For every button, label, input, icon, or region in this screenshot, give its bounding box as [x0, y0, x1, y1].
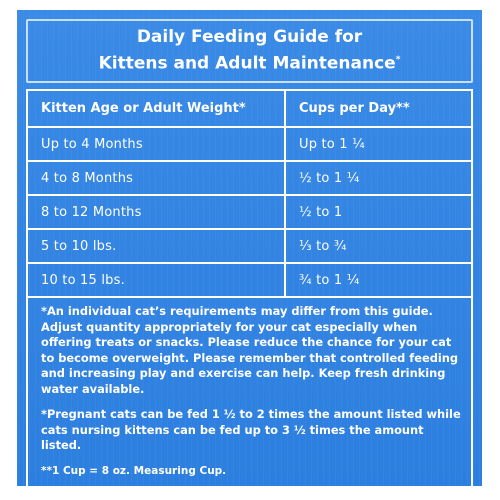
row-age-weight: 10 to 15 lbs. [28, 263, 286, 298]
table-row: 5 to 10 lbs. ⅓ to ¾ [28, 229, 471, 264]
feeding-table-box: Kitten Age or Adult Weight* Cups per Day… [26, 89, 473, 490]
table-row: 4 to 8 Months ½ to 1 ¼ [28, 161, 471, 196]
row-age-weight: 5 to 10 lbs. [28, 229, 286, 264]
note-measuring-cup: **1 Cup = 8 oz. Measuring Cup. [41, 464, 227, 477]
notes-section: *An individual cat’s requirements may di… [41, 304, 461, 489]
feeding-table: Kitten Age or Adult Weight* Cups per Day… [28, 91, 471, 298]
header-cups-per-day: Cups per Day** [285, 91, 471, 128]
row-age-weight: 4 to 8 Months [28, 161, 286, 196]
row-cups: ⅓ to ¾ [285, 229, 471, 264]
header-age-weight: Kitten Age or Adult Weight* [28, 91, 286, 128]
table-header-row: Kitten Age or Adult Weight* Cups per Day… [28, 91, 471, 128]
row-cups: ½ to 1 [285, 195, 471, 230]
title-box: Daily Feeding Guide for Kittens and Adul… [26, 19, 473, 83]
row-age-weight: Up to 4 Months [28, 127, 286, 162]
title-line-1: Daily Feeding Guide for [136, 27, 363, 48]
table-row: 10 to 15 lbs. ¾ to 1 ¼ [28, 263, 471, 298]
note-requirements: *An individual cat’s requirements may di… [41, 304, 459, 396]
note-pregnant-nursing: *Pregnant cats can be fed 1 ½ to 2 times… [41, 407, 461, 452]
feeding-guide-panel: Daily Feeding Guide for Kittens and Adul… [17, 10, 482, 490]
title-line-2-text: Kittens and Adult Maintenance [98, 53, 396, 74]
table-row: 8 to 12 Months ½ to 1 [28, 195, 471, 230]
row-cups: Up to 1 ¼ [285, 127, 471, 162]
title-line-2: Kittens and Adult Maintenance* [99, 49, 401, 76]
table-row: Up to 4 Months Up to 1 ¼ [28, 127, 471, 162]
row-cups: ½ to 1 ¼ [285, 161, 471, 196]
row-cups: ¾ to 1 ¼ [285, 263, 471, 298]
title-asterisk: * [395, 55, 401, 66]
row-age-weight: 8 to 12 Months [28, 195, 286, 230]
